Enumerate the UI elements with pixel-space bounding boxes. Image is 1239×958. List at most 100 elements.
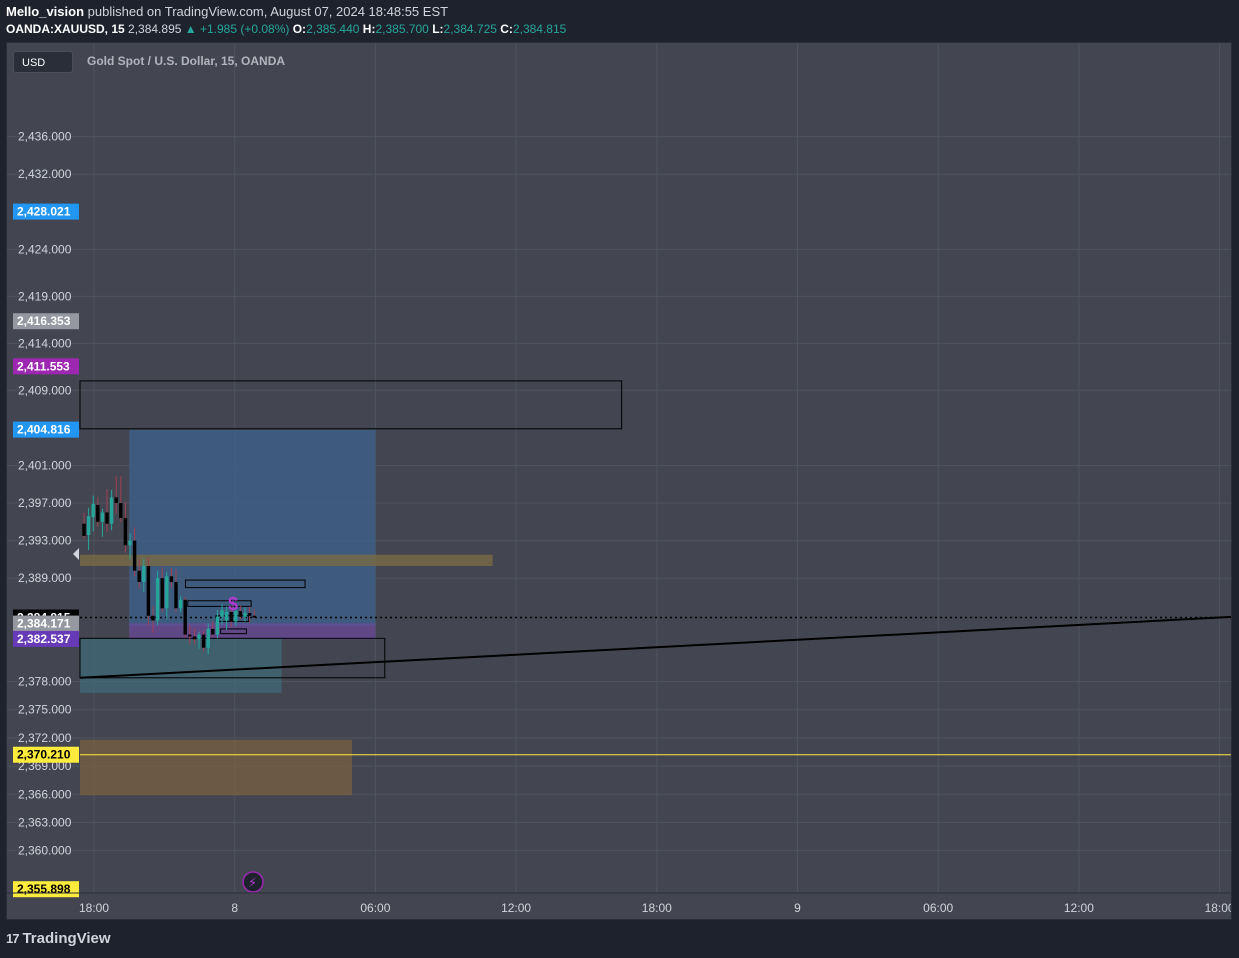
open-label: O:: [292, 22, 307, 36]
currency-button[interactable]: USD: [13, 51, 73, 73]
candle-body: [220, 610, 224, 617]
chart-zone: [80, 739, 352, 796]
candle-body: [105, 512, 109, 524]
x-tick-label: 18:00: [1205, 901, 1232, 915]
x-tick-label: 06:00: [360, 901, 390, 915]
trend-line: [79, 615, 1231, 679]
candle-body: [86, 516, 91, 535]
chart-zone: [184, 579, 306, 589]
candle-body: [91, 503, 95, 518]
x-tick-label: 06:00: [923, 901, 953, 915]
candle-body: [174, 581, 178, 609]
low-label: L:: [432, 22, 444, 36]
candle-body: [100, 512, 105, 522]
y-tick-label: 2,424.000: [18, 242, 72, 256]
candle-body: [114, 497, 118, 504]
candle-body: [201, 634, 206, 648]
candle-body: [128, 540, 132, 546]
x-tick-label: 9: [794, 901, 801, 915]
y-tick-label: 2,419.000: [18, 289, 72, 303]
candle-body: [238, 611, 243, 617]
y-tick-label: 2,372.000: [18, 731, 72, 745]
chart-zone: [79, 637, 386, 679]
published-text: published on TradingView.com, August 07,…: [87, 4, 449, 19]
y-tick-label: 2,414.000: [18, 336, 72, 350]
candle-body: [165, 576, 169, 609]
y-tick-label: 2,389.000: [18, 571, 72, 585]
candle-body: [109, 497, 114, 524]
candle-body: [178, 599, 183, 609]
y-tick-label: 2,360.000: [18, 844, 72, 858]
candle-body: [142, 565, 146, 582]
high-value: 2,385.700: [375, 22, 429, 36]
y-tick-label: 2,366.000: [18, 787, 72, 801]
x-tick-label: 8: [231, 901, 238, 915]
price-label-box: [13, 358, 79, 375]
chart-zone: [80, 638, 282, 693]
chart-zone: [220, 628, 247, 635]
price-label-box: [13, 203, 79, 220]
tradingview-logo-icon: 17: [6, 931, 20, 946]
candle-body: [215, 616, 220, 635]
price-label-box: [13, 746, 79, 763]
candle-body: [123, 518, 128, 546]
y-tick-label: 2,378.000: [18, 675, 72, 689]
candle-body: [183, 599, 187, 635]
x-tick-label: 12:00: [1064, 901, 1094, 915]
scale-arrow-icon: [73, 548, 79, 560]
tradingview-logo[interactable]: 17 TradingView: [6, 930, 111, 947]
lightning-icon: ⚡: [248, 876, 257, 891]
candle-body: [96, 504, 100, 522]
candle-body: [252, 615, 256, 618]
y-tick-label: 2,375.000: [18, 703, 72, 717]
candle-body: [229, 612, 233, 622]
candle-body: [192, 636, 197, 640]
candle-body: [119, 503, 123, 519]
y-tick-label: 2,393.000: [18, 534, 72, 548]
chart-zone: [79, 380, 623, 430]
candle-body: [234, 611, 238, 622]
last-price: 2,384.895: [128, 22, 182, 36]
publish-line: Mello_vision published on TradingView.co…: [6, 4, 448, 19]
x-tick-label: 18:00: [642, 901, 672, 915]
price-label-text: 2,416.353: [17, 314, 71, 328]
candle-body: [197, 634, 201, 640]
y-tick-label: 2,436.000: [18, 130, 72, 144]
candle-body: [132, 540, 137, 571]
candle-body: [243, 612, 247, 617]
y-tick-label: 2,401.000: [18, 458, 72, 472]
chart-canvas[interactable]: $ ⚡ 2,436.000 2,432.000 2,424.000 2,419.000 2,…: [7, 43, 1232, 920]
candle-body: [206, 628, 210, 648]
chart-zone: [80, 554, 493, 566]
candle-body: [146, 565, 151, 616]
low-value: 2,384.725: [443, 22, 497, 36]
candle-body: [151, 615, 155, 621]
high-label: H:: [362, 22, 376, 36]
y-tick-label: 2,397.000: [18, 496, 72, 510]
close-label: C:: [500, 22, 513, 36]
y-tick-label: 2,409.000: [18, 383, 72, 397]
candle-body: [137, 570, 141, 582]
price-label-text: 2,355.898: [17, 882, 71, 896]
chart-area[interactable]: $ ⚡ 2,436.000 2,432.000 2,424.000 2,419.000 2,…: [6, 42, 1232, 920]
price-label-text: 2,384.171: [17, 617, 71, 631]
price-change: ▲ +1.985 (+0.08%): [184, 22, 290, 36]
price-label-text: 2,404.816: [17, 423, 71, 437]
x-tick-label: 12:00: [501, 901, 531, 915]
tradingview-logo-text: TradingView: [22, 930, 111, 947]
candle-body: [224, 612, 229, 621]
chart-zone: [129, 623, 376, 640]
open-value: 2,385.440: [306, 22, 360, 36]
candle-body: [211, 628, 215, 635]
price-label-box: [13, 313, 79, 330]
price-label-text: 2,411.553: [17, 359, 70, 373]
price-label-text: 2,428.021: [17, 205, 71, 219]
chart-zone: [129, 429, 376, 627]
y-tick-label: 2,363.000: [18, 815, 72, 829]
price-label-box: [13, 421, 79, 438]
candle-body: [247, 612, 252, 616]
candle-body: [82, 523, 86, 536]
author-name[interactable]: Mello_vision: [6, 4, 85, 19]
chart-legend-title: Gold Spot / U.S. Dollar, 15, OANDA: [87, 54, 286, 68]
y-tick-label: 2,432.000: [18, 167, 72, 181]
